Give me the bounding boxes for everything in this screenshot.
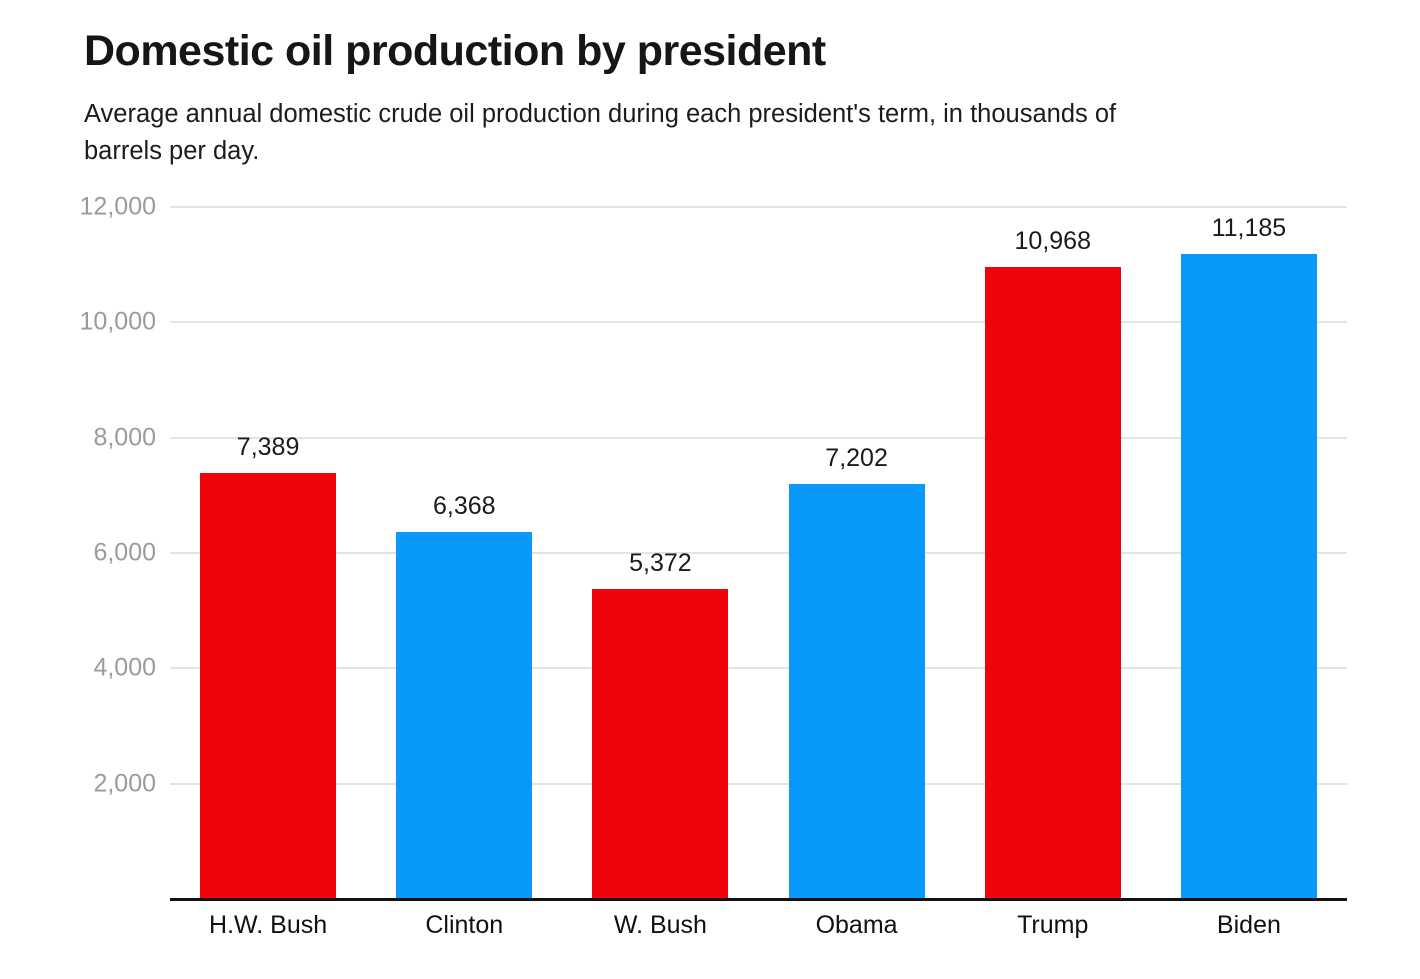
bar-clinton: 6,368 xyxy=(396,492,533,899)
bar-w-bush: 5,372 xyxy=(592,549,729,899)
chart-header: Domestic oil production by president Ave… xyxy=(84,27,1374,170)
y-tick-label: 4,000 xyxy=(93,653,156,682)
gridline: 12,000 xyxy=(80,193,1347,221)
x-axis-labels: H.W. Bush Clinton W. Bush Obama Trump Biden xyxy=(170,911,1347,951)
x-axis-label: Obama xyxy=(815,911,898,939)
y-tick-label: 12,000 xyxy=(79,192,156,221)
bar-value-label: 7,202 xyxy=(825,443,888,472)
x-axis-line xyxy=(170,898,1347,901)
gridline: 2,000 xyxy=(93,769,1347,797)
chart-subtitle: Average annual domestic crude oil produc… xyxy=(84,100,1117,166)
bar-obama: 7,202 xyxy=(788,444,925,899)
bar-value-label: 10,968 xyxy=(1014,226,1091,255)
gridline: 4,000 xyxy=(93,654,1347,682)
bar-h-w-bush: 7,389 xyxy=(200,433,337,899)
gridline: 6,000 xyxy=(93,539,1347,567)
y-tick-label: 2,000 xyxy=(93,769,156,798)
plot-area: 2,000 4,000 6,000 8,000 10,000 12,000 7,389 6,3… xyxy=(80,193,1347,901)
y-tick-label: 10,000 xyxy=(79,307,156,336)
bar-trump: 10,968 xyxy=(984,227,1121,899)
x-axis-label: Clinton xyxy=(425,911,504,939)
gridline: 8,000 xyxy=(93,423,1347,451)
x-axis-label: Biden xyxy=(1216,911,1281,939)
bar-biden: 11,185 xyxy=(1180,214,1317,899)
bar-value-label: 6,368 xyxy=(432,491,496,520)
chart-title: Domestic oil production by president xyxy=(84,27,826,75)
bar-value-label: 5,372 xyxy=(629,549,692,578)
x-axis-label: Trump xyxy=(1017,911,1089,939)
y-tick-label: 6,000 xyxy=(93,538,156,567)
x-axis-label: H.W. Bush xyxy=(209,911,328,939)
gridline: 10,000 xyxy=(80,308,1347,336)
bar-value-label: 7,389 xyxy=(236,432,300,461)
bar-value-label: 11,185 xyxy=(1211,214,1287,242)
y-tick-label: 8,000 xyxy=(93,423,156,452)
x-axis-label: W. Bush xyxy=(613,911,707,939)
